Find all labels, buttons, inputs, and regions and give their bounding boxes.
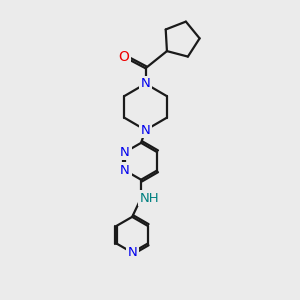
Text: N: N — [120, 146, 130, 159]
Text: NH: NH — [140, 192, 159, 205]
Text: O: O — [119, 50, 130, 64]
Text: N: N — [127, 246, 137, 259]
Text: N: N — [141, 77, 150, 90]
Text: N: N — [141, 124, 150, 136]
Text: N: N — [120, 164, 130, 177]
